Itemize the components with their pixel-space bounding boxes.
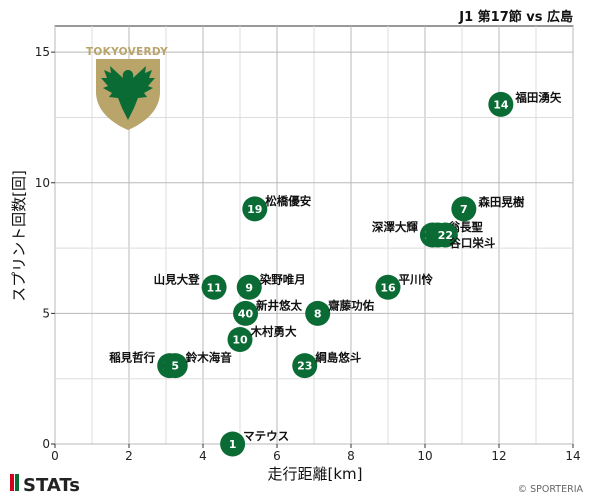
player-point: 14 福田湧矢 (488, 90, 562, 117)
point-marker (375, 274, 401, 300)
credit: © SPORTERIA (518, 484, 584, 495)
team-logo: TOKYOVERDY (86, 46, 168, 130)
point-label: 新井悠太 (256, 298, 302, 312)
player-point: 11 山見大登 (154, 272, 227, 300)
x-tick-label: 0 (51, 449, 59, 463)
player-point: 7 森田晃樹 (451, 195, 525, 222)
point-label: 平川怜 (399, 272, 434, 286)
x-tick-label: 4 (199, 449, 207, 463)
point-number: 11 (206, 281, 221, 294)
point-label: 染野唯月 (259, 272, 306, 286)
point-marker (488, 91, 514, 117)
point-marker (233, 300, 259, 326)
stats-logo-bar-green (15, 474, 19, 491)
x-tick-label: 2 (125, 449, 133, 463)
eagle-icon (101, 66, 155, 120)
point-number: 40 (238, 307, 254, 320)
y-tick-label: 15 (35, 45, 50, 59)
player-point: 8 齋藤功佑 (305, 298, 375, 326)
y-axis-label: スプリント回数[回] (10, 170, 28, 302)
point-number: 9 (245, 281, 253, 294)
point-number: 7 (460, 203, 468, 216)
match-title: J1 第17節 vs 広島 (458, 9, 573, 25)
point-number: 22 (438, 229, 453, 242)
y-tick-label: 5 (42, 306, 50, 320)
point-number: 23 (297, 360, 312, 373)
points-layer: 14福田湧矢7森田晃樹23深澤大輝2翁長聖22谷口栄斗19松橋優安11山見大登9… (109, 90, 562, 457)
brand-name: STATs (23, 475, 80, 496)
x-tick-label: 12 (491, 449, 506, 463)
stats-brand: STATs (10, 474, 80, 496)
point-marker (451, 196, 477, 222)
point-label: 山見大登 (154, 272, 200, 286)
point-label: マテウス (243, 429, 289, 443)
point-label: 綱島悠斗 (315, 351, 361, 365)
point-label: 稲見哲行 (109, 351, 155, 365)
point-marker (162, 353, 188, 379)
point-number: 1 (229, 438, 237, 451)
point-marker (432, 222, 458, 248)
x-tick-label: 10 (417, 449, 432, 463)
stats-logo-bar-red (10, 474, 14, 491)
point-label: 福田湧矢 (514, 90, 561, 104)
point-label: 鈴木海音 (186, 351, 232, 365)
point-label: 松橋優安 (265, 194, 311, 208)
point-marker (242, 196, 268, 222)
point-marker (227, 327, 253, 352)
x-tick-label: 8 (347, 449, 355, 463)
point-marker (305, 300, 331, 326)
x-tick-label: 14 (565, 449, 580, 463)
player-point: 5 鈴木海音 (162, 351, 232, 379)
y-tick-label: 10 (35, 176, 50, 190)
x-axis-label: 走行距離[km] (267, 465, 362, 483)
point-number: 8 (314, 307, 322, 320)
point-number: 5 (171, 360, 179, 373)
point-label: 木村勇大 (250, 325, 297, 339)
team-logo-wordmark: TOKYOVERDY (86, 46, 168, 58)
point-number: 10 (232, 334, 248, 347)
y-tick-label: 0 (42, 437, 50, 451)
point-label: 深澤大輝 (372, 220, 418, 234)
point-marker (292, 353, 318, 379)
x-tick-label: 6 (273, 449, 281, 463)
player-point: 1 マテウス (220, 429, 289, 457)
point-number: 16 (380, 281, 396, 294)
player-point: 9 染野唯月 (236, 272, 306, 300)
point-marker (236, 274, 262, 300)
point-label: 森田晃樹 (478, 195, 524, 209)
point-marker (201, 274, 227, 300)
point-marker (220, 431, 246, 457)
point-label: 谷口栄斗 (449, 236, 495, 250)
point-number: 19 (247, 203, 262, 216)
point-label: 齋藤功佑 (327, 298, 374, 312)
point-number: 14 (493, 98, 509, 111)
